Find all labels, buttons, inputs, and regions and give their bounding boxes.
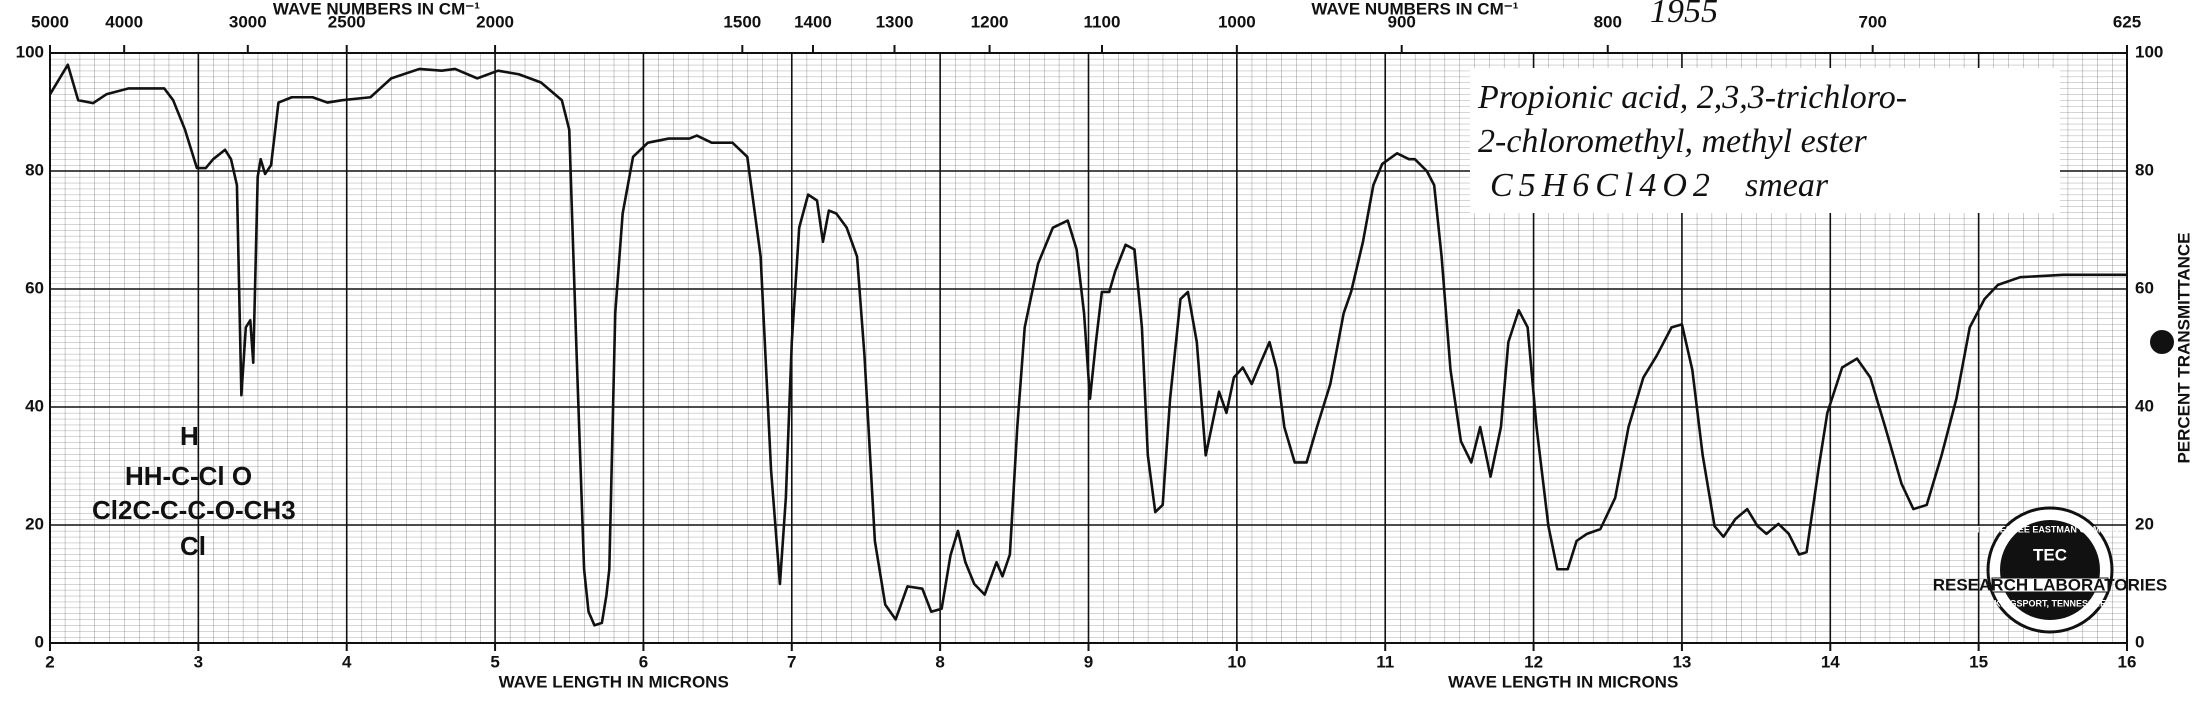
top-tick-label: 800 <box>1594 12 1622 31</box>
x-axis-title: WAVE LENGTH IN MICRONS <box>499 672 729 691</box>
y-tick-label-right: 100 <box>2135 42 2163 61</box>
y-tick-label: 60 <box>25 278 44 297</box>
year: 1955 <box>1650 0 1718 30</box>
annotation-box <box>1470 68 2060 213</box>
x-tick-label: 10 <box>1227 652 1246 671</box>
structure-line: H <box>180 421 199 451</box>
x-tick-label: 9 <box>1084 652 1093 671</box>
y-tick-label: 80 <box>25 160 44 179</box>
structure-line: Cl2C-C-C-O-CH3 <box>92 495 296 525</box>
y-tick-label-right: 40 <box>2135 396 2154 415</box>
x-tick-label: 7 <box>787 652 796 671</box>
x-tick-label: 4 <box>342 652 352 671</box>
x-axis-title: WAVE LENGTH IN MICRONS <box>1448 672 1678 691</box>
logo-text: RESEARCH LABORATORIES <box>1933 575 2168 594</box>
spectrum-line <box>48 63 2127 627</box>
x-tick-label: 13 <box>1672 652 1691 671</box>
x-tick-label: 15 <box>1969 652 1988 671</box>
logo-disk <box>2000 520 2100 620</box>
top-tick-label: 1000 <box>1218 12 1256 31</box>
top-tick-label: 1100 <box>1084 12 1121 31</box>
top-tick-label: 4000 <box>105 12 143 31</box>
logo-band <box>1991 577 2109 593</box>
x-tick-label: 8 <box>935 652 944 671</box>
top-axis-title: WAVE NUMBERS IN CM⁻¹ <box>273 0 480 18</box>
top-axis-title: WAVE NUMBERS IN CM⁻¹ <box>1311 0 1518 18</box>
top-tick-label: 2500 <box>328 12 366 31</box>
x-tick-label: 3 <box>194 652 203 671</box>
y-tick-label: 0 <box>35 632 44 651</box>
structure-line: HH-C-Cl O <box>125 461 252 491</box>
top-tick-label: 5000 <box>31 12 69 31</box>
compound-name: 2-chloromethyl, methyl ester <box>1478 123 1867 160</box>
logo-text: TENNESSEE EASTMAN COMPANY <box>1975 524 2124 534</box>
top-tick-label: 2000 <box>476 12 514 31</box>
top-tick-label: 1200 <box>971 12 1009 31</box>
y-tick-label-right: 0 <box>2135 632 2144 651</box>
top-tick-label: 625 <box>2113 12 2141 31</box>
top-tick-label: 900 <box>1388 12 1416 31</box>
y-tick-label: 100 <box>16 42 44 61</box>
x-tick-label: 2 <box>45 652 54 671</box>
sample-note: smear <box>1745 167 1829 204</box>
y-tick-label: 20 <box>25 514 44 533</box>
x-tick-label: 5 <box>490 652 499 671</box>
structure-line: Cl <box>180 531 206 561</box>
y-tick-label-right: 20 <box>2135 514 2154 533</box>
x-tick-label: 11 <box>1376 652 1394 671</box>
x-tick-label: 12 <box>1524 652 1543 671</box>
x-tick-label: 14 <box>1821 652 1840 671</box>
logo-mark: TEC <box>2033 545 2067 564</box>
top-tick-label: 1500 <box>723 12 761 31</box>
top-tick-label: 700 <box>1858 12 1886 31</box>
top-tick-label: 1300 <box>876 12 914 31</box>
x-tick-label: 16 <box>2118 652 2137 671</box>
y-tick-label: 40 <box>25 396 44 415</box>
top-tick-label: 1400 <box>794 12 832 31</box>
x-tick-label: 6 <box>639 652 648 671</box>
logo-text: KINGSPORT, TENNESSEE <box>1994 598 2106 608</box>
y-tick-label-right: 80 <box>2135 160 2154 179</box>
top-tick-label: 3000 <box>229 12 267 31</box>
compound-name: Propionic acid, 2,3,3-trichloro- <box>1477 79 1907 116</box>
y-tick-label-right: 60 <box>2135 278 2154 297</box>
formula: C5H6Cl4O2 <box>1490 167 1716 204</box>
punch-hole <box>2150 330 2174 354</box>
y-axis-title: PERCENT TRANSMITTANCE <box>2174 232 2193 463</box>
